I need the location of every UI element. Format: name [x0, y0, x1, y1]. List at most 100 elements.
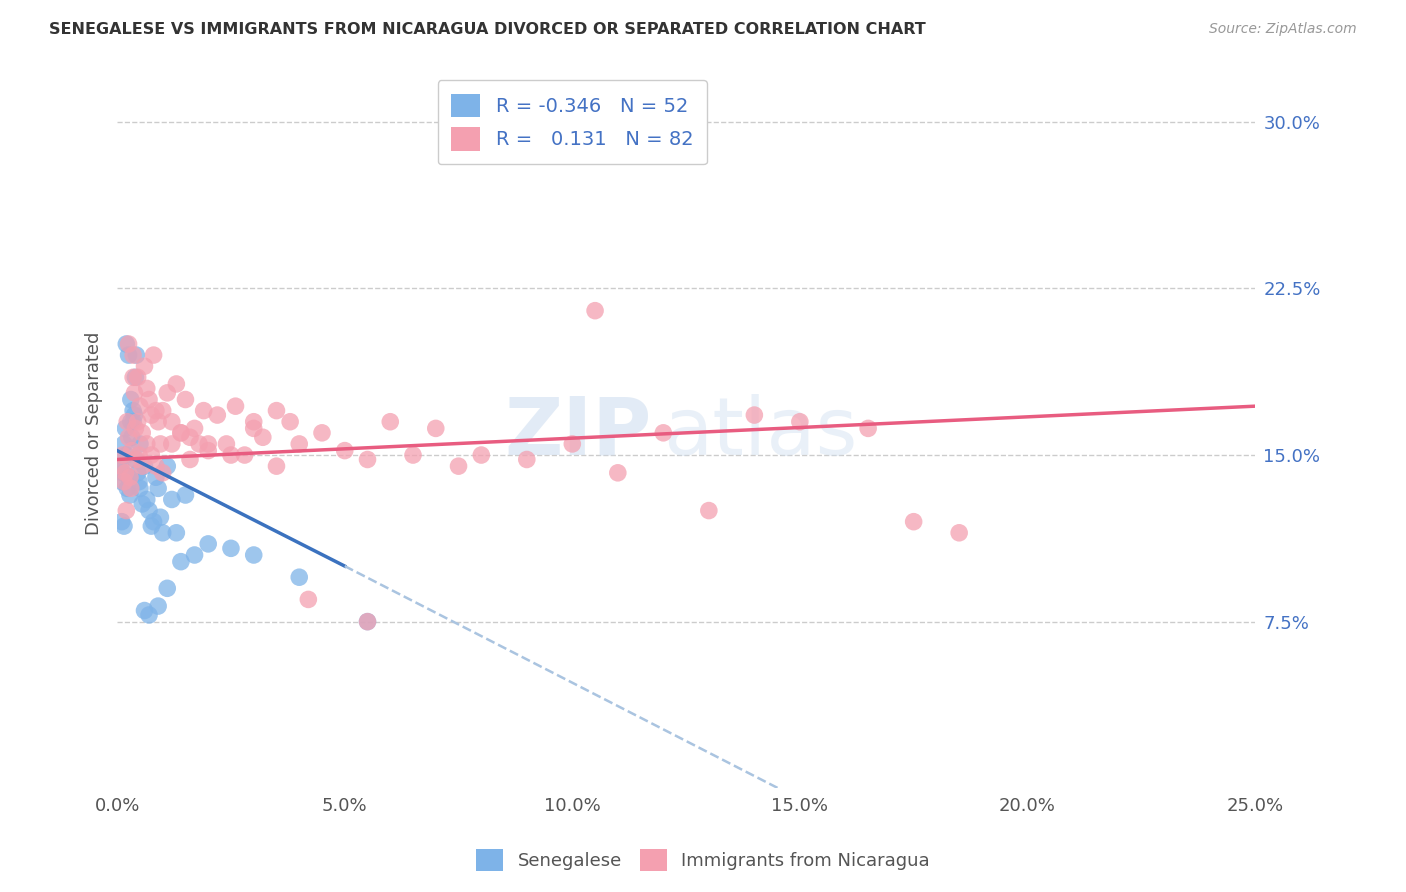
- Point: [134, 603, 156, 617]
- Point: [122, 370, 145, 384]
- Point: [606, 466, 628, 480]
- Point: [697, 503, 720, 517]
- Point: [142, 348, 165, 362]
- Point: [789, 415, 811, 429]
- Point: [266, 459, 288, 474]
- Point: [111, 515, 134, 529]
- Point: [278, 415, 301, 429]
- Point: [131, 425, 153, 440]
- Point: [115, 415, 138, 429]
- Point: [135, 492, 157, 507]
- Point: [125, 348, 148, 362]
- Point: [225, 399, 247, 413]
- Point: [141, 408, 163, 422]
- Point: [583, 303, 606, 318]
- Point: [117, 348, 139, 362]
- Text: atlas: atlas: [664, 394, 858, 472]
- Point: [288, 570, 311, 584]
- Point: [141, 519, 163, 533]
- Point: [197, 443, 219, 458]
- Point: [188, 437, 211, 451]
- Point: [120, 481, 142, 495]
- Point: [242, 548, 264, 562]
- Point: [117, 337, 139, 351]
- Point: [288, 437, 311, 451]
- Point: [114, 421, 136, 435]
- Point: [156, 459, 179, 474]
- Point: [124, 452, 146, 467]
- Point: [174, 392, 197, 407]
- Point: [146, 415, 169, 429]
- Point: [183, 548, 205, 562]
- Text: ZIP: ZIP: [505, 394, 652, 472]
- Point: [160, 415, 183, 429]
- Point: [115, 337, 138, 351]
- Point: [160, 492, 183, 507]
- Point: [152, 403, 174, 417]
- Point: [129, 481, 152, 495]
- Point: [111, 448, 134, 462]
- Point: [112, 437, 135, 451]
- Point: [115, 503, 138, 517]
- Point: [156, 385, 179, 400]
- Point: [118, 488, 141, 502]
- Point: [134, 459, 156, 474]
- Point: [219, 541, 242, 556]
- Point: [179, 430, 201, 444]
- Point: [516, 452, 538, 467]
- Point: [124, 408, 146, 422]
- Point: [115, 481, 138, 495]
- Point: [112, 519, 135, 533]
- Point: [138, 392, 160, 407]
- Point: [114, 466, 136, 480]
- Point: [170, 555, 193, 569]
- Point: [561, 437, 583, 451]
- Point: [470, 448, 492, 462]
- Legend: Senegalese, Immigrants from Nicaragua: Senegalese, Immigrants from Nicaragua: [468, 842, 938, 879]
- Point: [146, 599, 169, 613]
- Point: [115, 448, 138, 462]
- Point: [122, 403, 145, 417]
- Point: [117, 430, 139, 444]
- Point: [135, 381, 157, 395]
- Text: Source: ZipAtlas.com: Source: ZipAtlas.com: [1209, 22, 1357, 37]
- Point: [297, 592, 319, 607]
- Point: [380, 415, 402, 429]
- Point: [127, 466, 149, 480]
- Point: [145, 459, 167, 474]
- Point: [152, 466, 174, 480]
- Point: [193, 403, 215, 417]
- Point: [111, 475, 134, 489]
- Point: [207, 408, 229, 422]
- Point: [311, 425, 333, 440]
- Point: [108, 452, 131, 467]
- Point: [124, 370, 146, 384]
- Point: [219, 448, 242, 462]
- Y-axis label: Divorced or Separated: Divorced or Separated: [86, 331, 103, 534]
- Point: [145, 403, 167, 417]
- Point: [138, 503, 160, 517]
- Point: [127, 370, 149, 384]
- Point: [110, 459, 132, 474]
- Point: [112, 475, 135, 489]
- Point: [125, 452, 148, 467]
- Point: [134, 359, 156, 374]
- Point: [117, 470, 139, 484]
- Point: [122, 415, 145, 429]
- Point: [197, 537, 219, 551]
- Point: [170, 425, 193, 440]
- Point: [146, 481, 169, 495]
- Text: SENEGALESE VS IMMIGRANTS FROM NICARAGUA DIVORCED OR SEPARATED CORRELATION CHART: SENEGALESE VS IMMIGRANTS FROM NICARAGUA …: [49, 22, 927, 37]
- Point: [233, 448, 256, 462]
- Point: [948, 525, 970, 540]
- Point: [122, 348, 145, 362]
- Point: [356, 615, 378, 629]
- Point: [652, 425, 675, 440]
- Point: [242, 415, 264, 429]
- Point: [165, 376, 187, 391]
- Point: [242, 421, 264, 435]
- Point: [128, 448, 150, 462]
- Point: [120, 392, 142, 407]
- Point: [121, 430, 143, 444]
- Point: [266, 403, 288, 417]
